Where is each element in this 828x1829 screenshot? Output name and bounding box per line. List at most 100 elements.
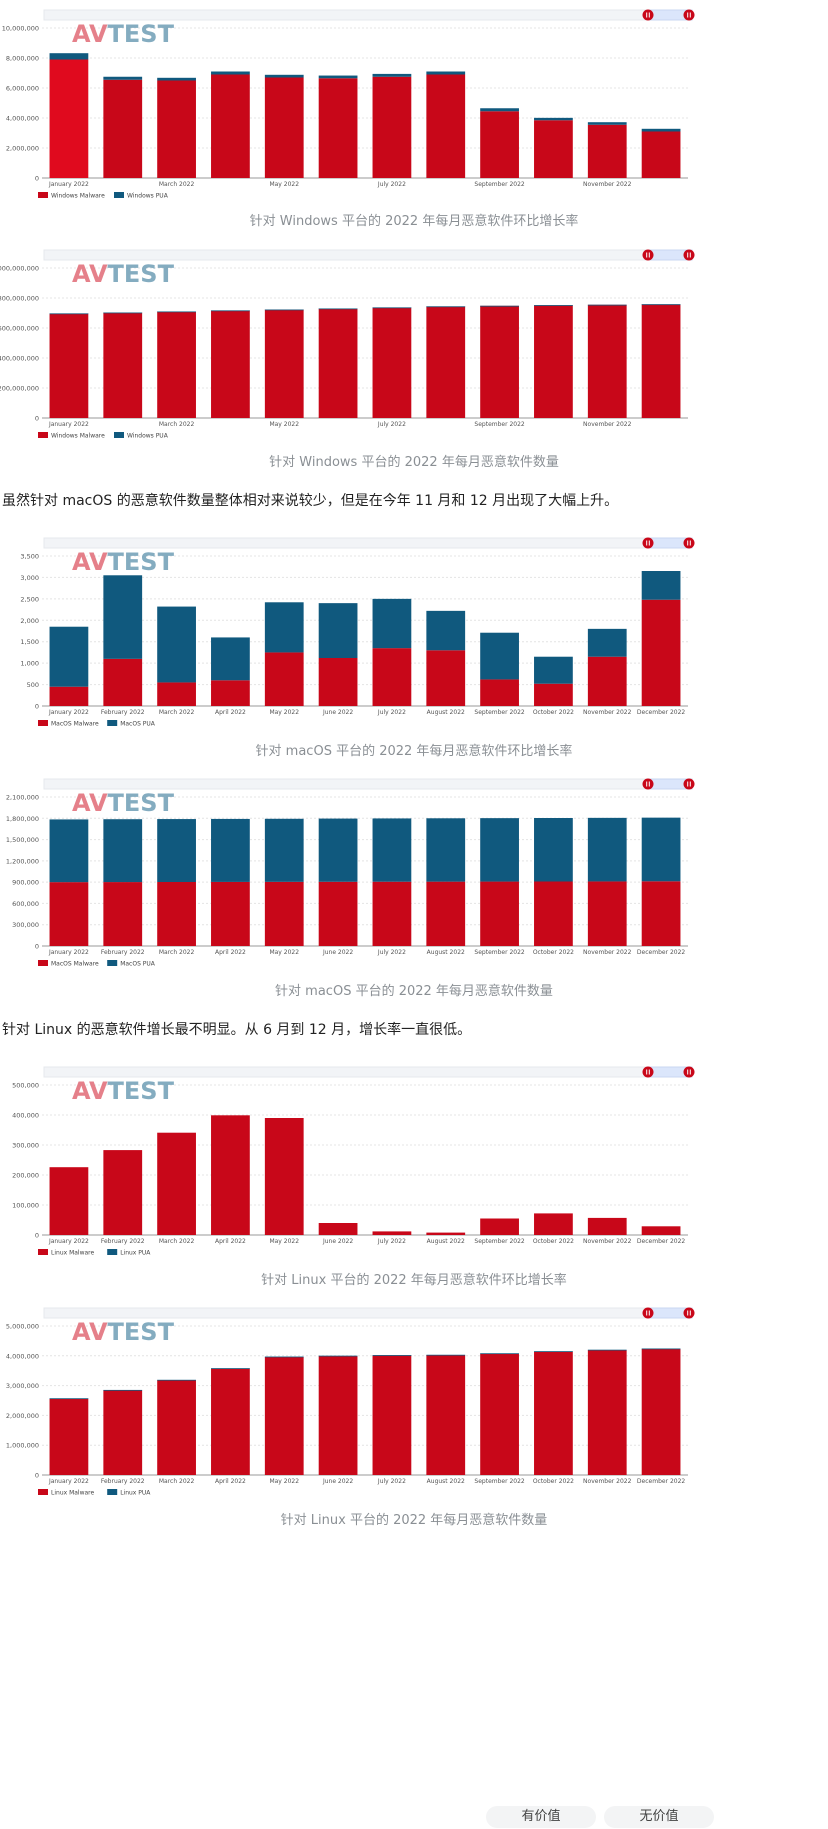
bar-pua-7[interactable] [372, 307, 412, 309]
bar-malware-1[interactable] [49, 1398, 89, 1475]
zoom-handle-right[interactable] [683, 249, 695, 261]
bar-malware-1[interactable] [49, 59, 89, 179]
bar-pua-9[interactable] [480, 305, 519, 307]
bar-malware-9[interactable] [480, 1218, 519, 1236]
bar-malware-4[interactable] [211, 74, 250, 179]
bar-pua-4[interactable] [211, 1368, 250, 1369]
bar-malware-2[interactable] [103, 79, 143, 178]
legend-label[interactable]: Linux Malware [51, 1250, 95, 1257]
bar-malware-10[interactable] [534, 881, 573, 946]
zoom-slider-track[interactable] [43, 249, 689, 261]
bar-malware-9[interactable] [480, 1353, 519, 1475]
legend-swatch[interactable] [107, 960, 118, 966]
bar-malware-10[interactable] [534, 1213, 573, 1235]
bar-pua-1[interactable] [49, 626, 89, 687]
bar-pua-3[interactable] [157, 77, 196, 81]
zoom-handle-right[interactable] [683, 778, 695, 790]
bar-malware-6[interactable] [318, 1356, 358, 1475]
legend-swatch[interactable] [114, 192, 124, 198]
legend-swatch[interactable] [107, 1489, 118, 1495]
bar-pua-6[interactable] [318, 603, 358, 658]
bar-pua-9[interactable] [480, 632, 519, 680]
bar-malware-3[interactable] [157, 882, 196, 946]
bar-pua-1[interactable] [49, 819, 89, 883]
zoom-slider-track[interactable] [43, 778, 689, 790]
bar-pua-2[interactable] [103, 819, 143, 883]
legend-label[interactable]: Linux PUA [120, 1490, 151, 1497]
bar-pua-3[interactable] [157, 311, 196, 313]
bar-pua-5[interactable] [264, 309, 304, 311]
bar-pua-10[interactable] [534, 305, 573, 306]
bar-malware-4[interactable] [211, 1368, 250, 1475]
zoom-handle-right[interactable] [683, 1066, 695, 1078]
bar-malware-2[interactable] [103, 312, 143, 418]
bar-malware-8[interactable] [426, 1232, 466, 1235]
bar-pua-8[interactable] [426, 818, 466, 882]
bar-pua-8[interactable] [426, 610, 466, 651]
bar-malware-3[interactable] [157, 1380, 196, 1475]
zoom-handle-left[interactable] [642, 9, 654, 21]
bar-malware-11[interactable] [587, 124, 627, 178]
bar-pua-4[interactable] [211, 818, 250, 882]
bar-pua-10[interactable] [534, 818, 573, 882]
legend-swatch[interactable] [114, 432, 124, 438]
zoom-slider-track[interactable] [43, 1307, 689, 1319]
bar-pua-11[interactable] [587, 122, 627, 125]
bar-pua-1[interactable] [49, 53, 89, 60]
bar-malware-7[interactable] [372, 76, 412, 178]
bar-pua-1[interactable] [49, 313, 89, 315]
bar-pua-3[interactable] [157, 606, 196, 683]
legend-label[interactable]: MacOS PUA [120, 721, 156, 728]
bar-pua-9[interactable] [480, 108, 519, 112]
bar-malware-12[interactable] [641, 131, 681, 179]
bar-malware-5[interactable] [264, 77, 304, 179]
bar-malware-7[interactable] [372, 881, 412, 946]
bar-pua-9[interactable] [480, 1353, 519, 1355]
bar-pua-3[interactable] [157, 819, 196, 883]
bar-malware-7[interactable] [372, 648, 412, 706]
bar-malware-7[interactable] [372, 1355, 412, 1475]
legend-label[interactable]: MacOS Malware [51, 721, 99, 728]
bar-pua-1[interactable] [49, 1398, 89, 1400]
bar-malware-6[interactable] [318, 308, 358, 419]
bar-malware-3[interactable] [157, 682, 196, 706]
not-useful-button[interactable]: 无价值 [604, 1806, 714, 1828]
legend-label[interactable]: Windows PUA [127, 433, 169, 440]
zoom-handle-right[interactable] [683, 9, 695, 21]
bar-malware-12[interactable] [641, 1348, 681, 1475]
bar-malware-3[interactable] [157, 80, 196, 179]
bar-malware-5[interactable] [264, 1356, 304, 1475]
bar-malware-1[interactable] [49, 313, 89, 418]
bar-pua-5[interactable] [264, 818, 304, 882]
legend-swatch[interactable] [38, 720, 48, 726]
bar-malware-2[interactable] [103, 658, 143, 706]
bar-malware-4[interactable] [211, 881, 250, 946]
bar-pua-12[interactable] [641, 304, 681, 306]
bar-malware-6[interactable] [318, 78, 358, 178]
bar-malware-10[interactable] [534, 683, 573, 706]
legend-swatch[interactable] [38, 1249, 48, 1255]
bar-malware-8[interactable] [426, 306, 466, 418]
zoom-handle-right[interactable] [683, 537, 695, 549]
bar-malware-2[interactable] [103, 1150, 143, 1235]
bar-pua-2[interactable] [103, 1389, 143, 1391]
bar-malware-2[interactable] [103, 1390, 143, 1475]
bar-malware-8[interactable] [426, 74, 466, 179]
legend-swatch[interactable] [38, 1489, 48, 1495]
legend-label[interactable]: Windows Malware [51, 193, 105, 200]
bar-malware-9[interactable] [480, 679, 519, 706]
bar-malware-1[interactable] [49, 1167, 89, 1235]
legend-label[interactable]: Linux PUA [120, 1250, 151, 1257]
bar-malware-2[interactable] [103, 882, 143, 946]
bar-pua-8[interactable] [426, 1354, 466, 1356]
bar-malware-6[interactable] [318, 881, 358, 946]
bar-pua-6[interactable] [318, 818, 358, 882]
bar-pua-10[interactable] [534, 656, 573, 684]
bar-malware-7[interactable] [372, 1231, 412, 1235]
bar-pua-10[interactable] [534, 1351, 573, 1352]
bar-malware-3[interactable] [157, 311, 196, 419]
bar-malware-9[interactable] [480, 111, 519, 178]
bar-pua-12[interactable] [641, 128, 681, 132]
legend-swatch[interactable] [38, 960, 48, 966]
legend-label[interactable]: Linux Malware [51, 1490, 95, 1497]
